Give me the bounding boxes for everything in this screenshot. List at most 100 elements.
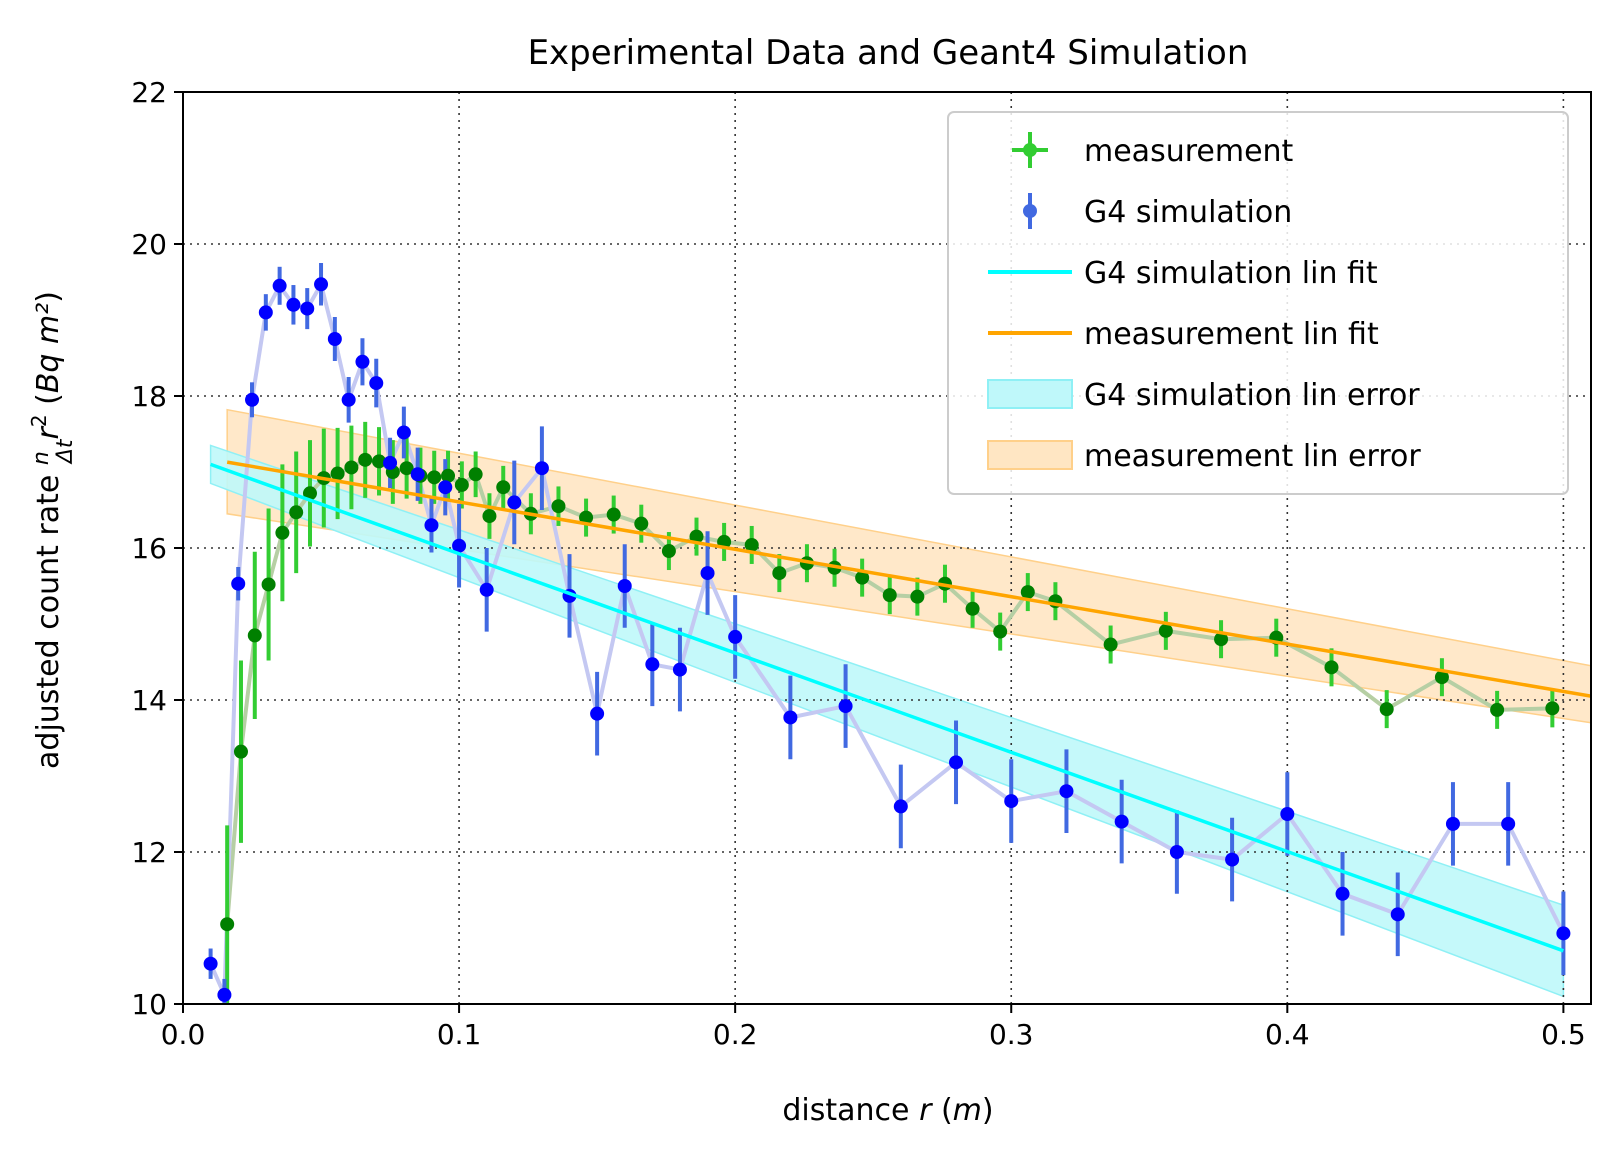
x-tick-label: 0.5 [1541, 1018, 1586, 1051]
simulation-point [728, 629, 743, 644]
measurement-point [579, 510, 594, 525]
measurement-point [1490, 702, 1505, 717]
y-axis-unit: Bq m² [31, 303, 66, 393]
legend-label: G4 simulation [1084, 195, 1292, 230]
y-tick-label: 10 [131, 988, 167, 1021]
measurement-point [247, 628, 262, 643]
simulation-point [396, 425, 411, 440]
measurement-point [1020, 585, 1035, 600]
measurement-point [399, 461, 414, 476]
fit-lines [210, 460, 1591, 953]
simulation-point [327, 332, 342, 346]
measurement-point [882, 588, 897, 603]
chart-title: Experimental Data and Geant4 Simulation [528, 33, 1249, 73]
simulation-point [203, 956, 218, 971]
simulation-point [1335, 886, 1350, 901]
simulation-point [1445, 816, 1460, 831]
measurement-point [1214, 632, 1229, 647]
simulation-point [258, 305, 273, 320]
legend-label: G4 simulation lin fit [1084, 256, 1378, 291]
simulation-point [410, 467, 425, 482]
simulation-point [231, 576, 246, 591]
simulation-fit-line [210, 462, 1564, 953]
y-tick-label: 16 [131, 532, 167, 565]
legend-label: G4 simulation lin error [1084, 378, 1420, 413]
x-tick-label: 0.2 [713, 1018, 758, 1051]
simulation-point [1556, 926, 1571, 941]
simulation-point [1114, 814, 1129, 829]
simulation-point [1280, 807, 1295, 821]
simulation-point [479, 582, 494, 597]
axis-ticks: 0.0 0.1 0.2 0.3 0.4 0.5 10 12 14 16 18 20 22 [131, 76, 1585, 1051]
measurement-point [233, 744, 248, 759]
measurement-point [468, 467, 483, 482]
measurement-point [1545, 701, 1560, 716]
measurement-point [496, 480, 511, 495]
simulation-point [272, 278, 287, 293]
legend-box [947, 111, 1569, 495]
simulation-point [617, 579, 632, 593]
simulation-point [893, 799, 908, 814]
x-axis-title: distance r (m) [782, 1093, 993, 1128]
measurement-point [482, 509, 497, 524]
y-axis-title: adjusted count rate nΔtr2 (Bq m²) [27, 291, 78, 769]
y-tick-label: 20 [131, 228, 167, 261]
x-tick-label: 0.0 [161, 1018, 206, 1051]
y-tick-label: 12 [131, 836, 167, 869]
x-axis-unit: m [953, 1093, 982, 1128]
simulation-point [300, 301, 315, 316]
measurement-point [372, 454, 387, 469]
measurement-point [744, 537, 759, 552]
x-tick-label: 0.3 [989, 1018, 1034, 1051]
simulation-point [355, 354, 370, 369]
measurement-point [689, 529, 704, 544]
measurement-point [1434, 670, 1449, 685]
simulation-error-band [209, 444, 1565, 998]
simulation-point [1501, 816, 1516, 831]
simulation-point [783, 710, 798, 725]
simulation-point [217, 987, 232, 1002]
measurement-point [1324, 660, 1339, 675]
measurement-fit-line [226, 460, 1591, 698]
simulation-point [314, 277, 329, 292]
simulation-point [507, 495, 522, 510]
measurement-point [427, 470, 442, 485]
legend-measurement-marker [1023, 143, 1037, 157]
simulation-point [645, 657, 660, 672]
measurement-point [551, 499, 566, 514]
legend-label: measurement [1084, 134, 1294, 169]
measurement-point [330, 466, 345, 481]
series-layer [203, 263, 1571, 1004]
measurement-point [965, 601, 980, 616]
simulation-point [534, 461, 549, 476]
simulation-point [1004, 794, 1019, 809]
y-axis-title-group: adjusted count rate nΔtr2 (Bq m²) [27, 291, 78, 769]
y-axis-label-text: adjusted count rate [31, 475, 66, 769]
legend: measurement G4 simulation G4 simulation li… [947, 111, 1569, 495]
measurement-point [910, 589, 925, 604]
y-tick-label: 18 [131, 380, 167, 413]
measurement-point [634, 516, 649, 531]
x-tick-label: 0.4 [1265, 1018, 1310, 1051]
measurement-point [454, 477, 469, 492]
simulation-point [700, 566, 715, 581]
measurement-point [344, 460, 359, 475]
legend-label: measurement lin fit [1084, 317, 1379, 352]
x-tick-label: 0.1 [437, 1018, 482, 1051]
y-tick-label: 22 [131, 76, 167, 109]
measurement-point [1103, 637, 1118, 652]
simulation-point [424, 518, 439, 533]
y-tick-label: 14 [131, 684, 167, 717]
measurement-point [772, 566, 787, 581]
simulation-point [1390, 907, 1405, 922]
simulation-point [1169, 845, 1184, 859]
simulation-point [438, 480, 453, 495]
simulation-point [369, 376, 384, 391]
measurement-point [302, 486, 317, 501]
simulation-point [838, 699, 853, 714]
measurement-point [606, 507, 621, 522]
simulation-point [1059, 784, 1074, 799]
legend-label: measurement lin error [1084, 439, 1421, 474]
